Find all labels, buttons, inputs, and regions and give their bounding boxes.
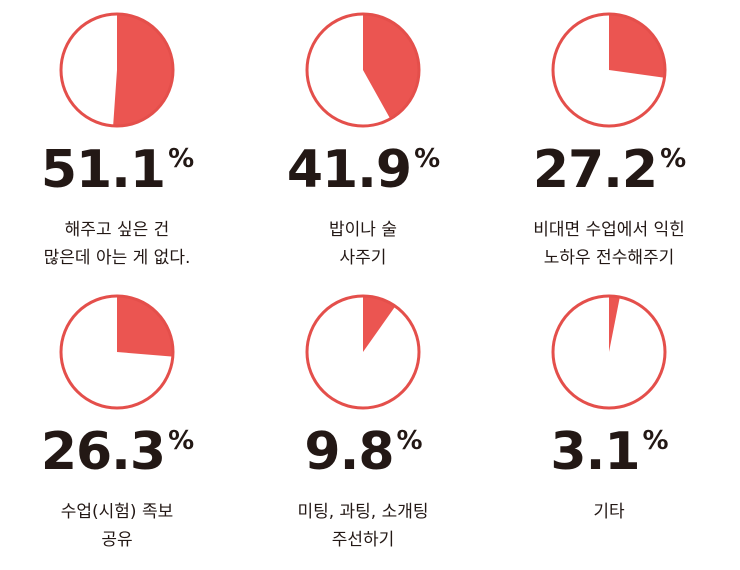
category-label-line: 노하우 전수해주기 <box>543 248 675 268</box>
pie-outline <box>305 12 421 128</box>
category-label-line: 비대면 수업에서 익힌 <box>533 220 685 240</box>
category-label-line: 밥이나 술 <box>329 220 397 240</box>
percent-value: 26.3% <box>0 426 240 478</box>
percent-number: 27.2 <box>532 140 658 200</box>
percent-number: 41.9 <box>286 140 412 200</box>
pie-outline <box>551 294 667 410</box>
pie-slice <box>363 296 396 352</box>
percent-sign: % <box>168 426 194 456</box>
category-label-line: 기타 <box>593 502 625 522</box>
percent-sign: % <box>642 426 669 456</box>
category-label-line: 수업(시험) 족보 <box>60 502 174 522</box>
percent-sign: % <box>414 144 440 174</box>
pie-slice <box>609 14 666 78</box>
pie-slice <box>609 296 620 352</box>
pie-2 <box>305 12 421 128</box>
pie-5 <box>305 294 421 410</box>
pie-3 <box>551 12 667 128</box>
category-label-line: 미팅, 과팅, 소개팅 <box>297 502 429 522</box>
percent-value: 41.9% <box>240 144 486 196</box>
percent-sign: % <box>396 426 423 456</box>
percent-sign: % <box>168 144 194 174</box>
pie-item-6: 3.1% 기타 <box>486 292 732 526</box>
pie-outline <box>59 12 175 128</box>
percent-number: 3.1 <box>550 422 640 482</box>
percent-number: 9.8 <box>304 422 394 482</box>
pie-slice <box>113 14 173 126</box>
category-label: 기타 <box>486 498 732 526</box>
pie-outline <box>59 294 175 410</box>
pie-1 <box>59 12 175 128</box>
category-label-line: 사주기 <box>339 248 387 268</box>
pie-outline <box>551 12 667 128</box>
percent-value: 51.1% <box>0 144 240 196</box>
percent-value: 9.8% <box>240 426 486 478</box>
pie-outline <box>305 294 421 410</box>
category-label-line: 많은데 아는 게 없다. <box>43 248 191 268</box>
category-label-line: 공유 <box>101 530 133 550</box>
percent-value: 3.1% <box>486 426 732 478</box>
percent-sign: % <box>660 144 686 174</box>
percent-number: 51.1 <box>40 140 166 200</box>
pie-slice <box>363 14 419 119</box>
pie-6 <box>551 294 667 410</box>
pie-4 <box>59 294 175 410</box>
category-label-line: 주선하기 <box>331 530 395 550</box>
percent-number: 26.3 <box>40 422 166 482</box>
category-label-line: 해주고 싶은 건 <box>64 220 170 240</box>
percent-value: 27.2% <box>486 144 732 196</box>
pie-slice <box>117 296 173 357</box>
